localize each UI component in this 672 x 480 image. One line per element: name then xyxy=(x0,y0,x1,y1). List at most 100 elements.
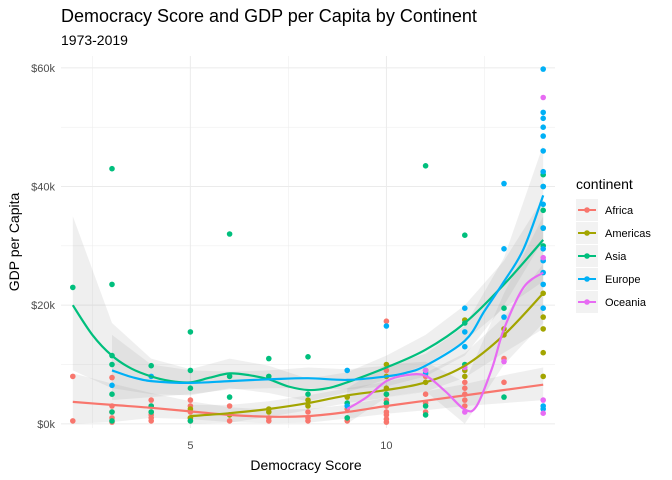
point-oceania xyxy=(540,410,546,417)
point-africa xyxy=(462,379,468,386)
point-asia xyxy=(305,391,311,398)
x-axis-label: Democracy Score xyxy=(250,457,361,473)
point-asia xyxy=(109,281,115,288)
point-americas xyxy=(305,403,311,409)
y-axis-label: GDP per Capita xyxy=(6,193,22,292)
legend-title: continent xyxy=(576,176,633,192)
legend-label-asia: Asia xyxy=(605,251,627,263)
grid xyxy=(61,56,555,428)
point-africa xyxy=(109,374,115,381)
point-oceania xyxy=(540,254,546,261)
point-asia xyxy=(383,391,390,398)
x-tick-label: 10 xyxy=(380,440,392,452)
point-europe xyxy=(540,148,546,154)
point-americas xyxy=(540,326,546,332)
point-asia xyxy=(226,231,233,237)
line-europe xyxy=(111,195,545,385)
line-africa xyxy=(72,383,544,418)
point-europe xyxy=(540,281,546,288)
chart-title: Democracy Score and GDP per Capita by Co… xyxy=(61,6,477,26)
legend-key-point xyxy=(584,230,590,236)
point-oceania xyxy=(540,397,546,403)
point-africa xyxy=(422,391,429,398)
point-asia xyxy=(148,362,154,369)
point-asia xyxy=(109,409,115,415)
point-africa xyxy=(226,403,233,409)
point-asia xyxy=(187,385,194,392)
y-tick-label: $60k xyxy=(31,63,55,75)
point-europe xyxy=(462,305,468,312)
x-axis-ticks: 5 10 xyxy=(187,440,392,452)
line-asia xyxy=(71,239,545,392)
point-europe xyxy=(540,115,546,122)
line-oceania xyxy=(346,271,544,413)
line-americas xyxy=(190,292,545,418)
point-americas xyxy=(540,373,546,380)
point-africa xyxy=(383,409,390,415)
legend-key-point xyxy=(584,276,590,282)
point-asia xyxy=(344,415,351,421)
band-oceania xyxy=(347,216,544,424)
point-asia xyxy=(540,207,546,214)
point-europe xyxy=(540,66,546,72)
point-africa xyxy=(383,318,390,325)
point-asia xyxy=(266,355,272,362)
point-europe xyxy=(540,246,546,252)
legend-label-africa: Africa xyxy=(605,205,634,217)
y-tick-label: $20k xyxy=(31,300,55,312)
y-tick-label: $40k xyxy=(31,182,55,194)
point-europe xyxy=(540,124,546,130)
point-asia xyxy=(305,354,311,360)
legend-label-oceania: Oceania xyxy=(605,297,647,309)
point-africa xyxy=(383,416,390,422)
point-europe xyxy=(462,329,468,335)
point-africa xyxy=(226,418,233,424)
point-asia xyxy=(109,418,115,424)
point-africa xyxy=(501,379,507,386)
point-europe xyxy=(109,382,115,389)
point-europe xyxy=(540,225,546,231)
point-africa xyxy=(305,409,311,415)
legend-key-point xyxy=(584,253,590,259)
legend-key-point xyxy=(584,207,590,213)
y-tick-label: $0k xyxy=(37,419,55,431)
point-asia xyxy=(422,403,429,409)
point-europe xyxy=(501,246,507,252)
point-oceania xyxy=(540,94,546,101)
point-africa xyxy=(70,418,76,424)
point-americas xyxy=(305,397,311,403)
point-americas xyxy=(540,349,546,356)
point-asia xyxy=(187,418,194,424)
point-europe xyxy=(344,367,351,374)
point-europe xyxy=(540,168,546,175)
point-europe xyxy=(540,201,546,208)
legend-key-point xyxy=(584,299,590,305)
point-asia xyxy=(70,284,76,291)
point-europe xyxy=(540,109,546,116)
point-europe xyxy=(462,343,468,350)
point-europe xyxy=(540,133,546,139)
point-asia xyxy=(109,165,115,172)
smooth-lines xyxy=(71,195,545,418)
point-asia xyxy=(148,409,154,415)
point-asia xyxy=(187,329,194,335)
point-asia xyxy=(187,367,194,374)
point-europe xyxy=(501,314,507,320)
point-africa xyxy=(462,397,468,403)
point-asia xyxy=(501,394,507,400)
point-asia xyxy=(109,361,115,368)
point-oceania xyxy=(422,367,429,374)
legend-label-europe: Europe xyxy=(605,274,640,286)
point-americas xyxy=(540,314,546,320)
x-tick-label: 5 xyxy=(187,440,193,452)
point-europe xyxy=(383,323,390,329)
point-europe xyxy=(540,305,546,312)
point-africa xyxy=(70,373,76,380)
point-africa xyxy=(148,397,154,403)
point-americas xyxy=(462,373,468,380)
band-europe xyxy=(112,145,544,401)
point-oceania xyxy=(501,358,507,365)
point-asia xyxy=(383,400,390,406)
point-asia xyxy=(226,394,233,400)
point-europe xyxy=(540,183,546,190)
